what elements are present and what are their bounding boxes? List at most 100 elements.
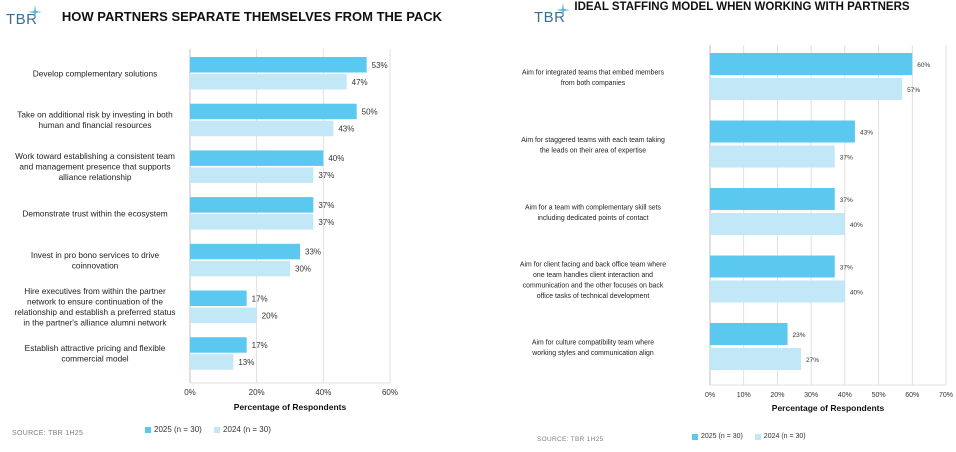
category-label-line: network to ensure continuation of the <box>27 297 163 307</box>
bar-2025 <box>190 57 367 73</box>
category-label: Develop complementary solutions <box>33 68 158 78</box>
x-tick-label: 50% <box>872 392 886 399</box>
source-note: SOURCE: TBR 1H25 <box>12 430 84 437</box>
logo-star-icon <box>28 5 42 19</box>
bar-2025 <box>190 337 247 353</box>
x-tick-label: 40% <box>838 392 852 399</box>
category-label: Take on additional risk by investing in … <box>17 110 173 131</box>
tbr-logo: TBR <box>534 3 580 27</box>
legend-swatch-2025 <box>692 433 698 440</box>
category-label-line: coinnovation <box>72 260 119 270</box>
chart-legend: 2025 (n = 30) 2024 (n = 30) <box>145 425 281 435</box>
category-label: Aim for integrated teams that embed memb… <box>522 69 665 87</box>
category-label: Hire executives from within the partner n… <box>15 286 176 328</box>
bar-2025 <box>710 120 855 143</box>
logo-star-icon <box>556 3 570 17</box>
legend-swatch-2024 <box>754 433 761 440</box>
tbr-logo: TBR <box>6 5 52 29</box>
logo-text: TBR <box>6 11 38 28</box>
bar-2025 <box>710 53 913 75</box>
data-label: 37% <box>840 265 853 272</box>
data-label: 37% <box>318 171 334 180</box>
legend-swatch-2024 <box>214 426 221 433</box>
chart-panel-partner-differentiation: TBR HOW PARTNERS SEPARATE THEMSELVES FRO… <box>6 5 442 437</box>
category-label: Establish attractive pricing and flexibl… <box>25 343 166 364</box>
x-tick-label: 20% <box>249 388 265 397</box>
data-label: 37% <box>840 197 853 204</box>
legend-label-2024: 2024 (n = 30) <box>763 433 806 440</box>
category-label: Aim for client facing and back office te… <box>520 261 666 300</box>
x-axis-title: Percentage of Respondents <box>772 403 885 413</box>
bar-2025 <box>190 197 314 213</box>
category-label-line: Work toward establishing a consistent te… <box>15 151 175 161</box>
bar-2024 <box>190 354 234 370</box>
x-tick-label: 60% <box>382 388 398 397</box>
x-tick-label: 0% <box>705 392 715 399</box>
bar-2024 <box>710 213 845 235</box>
bar-2025 <box>190 103 357 120</box>
x-tick-label: 30% <box>804 392 818 399</box>
bar-2025 <box>710 188 835 210</box>
category-label-line: including dedicated points of contact <box>537 215 648 222</box>
category-label-line: Hire executives from within the partner <box>24 286 166 296</box>
category-label-line: Take on additional risk by investing in … <box>17 110 173 120</box>
data-label: 40% <box>328 154 344 163</box>
bar-2024 <box>710 348 802 370</box>
data-label: 37% <box>318 201 334 210</box>
data-label: 23% <box>793 332 806 339</box>
category-label-line: commercial model <box>61 354 128 364</box>
data-label: 20% <box>262 311 278 320</box>
data-label: 17% <box>252 341 268 350</box>
legend-swatch-2025 <box>145 426 151 433</box>
data-label: 57% <box>907 87 920 94</box>
data-label: 27% <box>806 357 819 364</box>
x-tick-label: 10% <box>737 392 751 399</box>
data-label: 37% <box>840 155 853 162</box>
bar-2024 <box>710 280 845 303</box>
x-tick-label: 70% <box>939 392 953 399</box>
category-label-line: in the partner's alliance alumni network <box>23 318 167 328</box>
x-axis-title: Percentage of Respondents <box>234 402 347 412</box>
bar-2025 <box>190 150 324 166</box>
category-label-line: from both companies <box>561 80 626 87</box>
bar-2024 <box>190 307 257 323</box>
category-label-line: human and financial resources <box>39 120 152 130</box>
category-label-line: Invest in pro bono services to drive <box>31 250 160 260</box>
category-label-line: working styles and communication align <box>531 350 654 357</box>
chart-title: IDEAL STAFFING MODEL WHEN WORKING WITH P… <box>574 1 910 13</box>
legend-item-2024: 2024 (n = 30) <box>214 425 271 434</box>
data-label: 40% <box>850 222 863 229</box>
data-label: 37% <box>318 218 334 227</box>
bar-2025 <box>190 290 247 306</box>
legend-item-2025: 2025 (n = 30) <box>692 433 743 440</box>
legend-item-2025: 2025 (n = 30) <box>145 425 202 434</box>
data-label: 53% <box>372 61 388 70</box>
data-label: 60% <box>917 62 930 69</box>
category-label: Demonstrate trust within the ecosystem <box>22 208 167 218</box>
x-tick-label: 20% <box>770 392 784 399</box>
bar-2024 <box>710 78 903 100</box>
bar-2024 <box>190 214 314 230</box>
category-label-line: Aim for a team with complementary skill … <box>525 204 661 211</box>
category-label-line: Aim for integrated teams that embed memb… <box>522 69 665 76</box>
category-label-line: Aim for culture compatibility team where <box>532 339 654 346</box>
x-tick-label: 40% <box>315 388 331 397</box>
bar-2024 <box>190 167 314 183</box>
category-label-line: communication and the other focuses on b… <box>523 282 664 289</box>
category-label-line: Aim for client facing and back office te… <box>520 261 666 268</box>
legend-item-2024: 2024 (n = 30) <box>754 433 806 440</box>
source-note: SOURCE: TBR 1H25 <box>537 436 604 443</box>
logo-text: TBR <box>534 9 566 26</box>
bar-2025 <box>710 323 788 345</box>
bar-2024 <box>190 74 347 90</box>
bar-2025 <box>710 255 835 278</box>
data-label: 43% <box>860 130 873 137</box>
bar-chart-partner-differentiation: 0% 20% 40% 60% Percentage of Respondents 53% 4… <box>15 49 398 412</box>
bar-2024 <box>190 120 334 137</box>
legend-label-2024: 2024 (n = 30) <box>223 425 271 434</box>
data-label: 13% <box>238 358 254 367</box>
category-label-line: Develop complementary solutions <box>33 68 158 78</box>
category-label: Work toward establishing a consistent te… <box>15 151 175 182</box>
bar-2025 <box>190 243 300 260</box>
bar-2024 <box>710 145 835 168</box>
